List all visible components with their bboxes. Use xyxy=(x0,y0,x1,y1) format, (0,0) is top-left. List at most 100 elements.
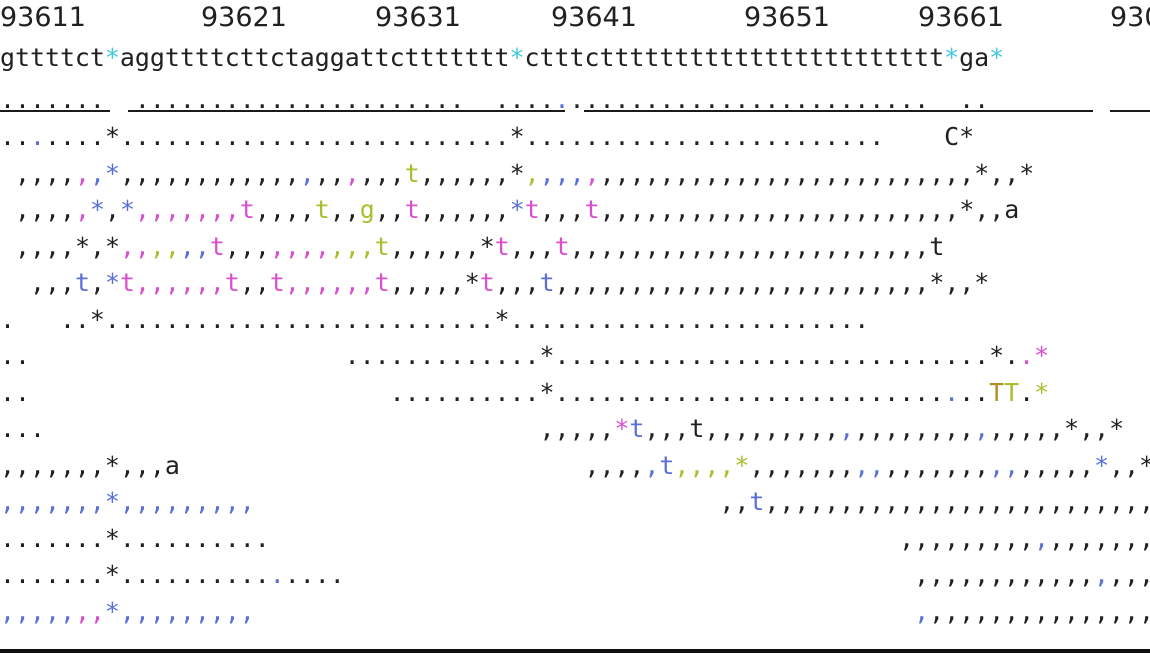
read-segment: ,,,, xyxy=(179,450,645,480)
read-segment: ,,,,,,, xyxy=(749,450,855,480)
read-segment: ,,,,,,, xyxy=(0,487,105,516)
read-segment: ........................ C xyxy=(524,122,960,151)
read-segment: t xyxy=(119,268,135,297)
read-segment: * xyxy=(1034,377,1050,407)
ruler-label: 93651 xyxy=(744,2,830,33)
read-segment: * xyxy=(614,414,630,443)
read-segment: * xyxy=(959,195,975,224)
read-segment: ,,,,,,, xyxy=(884,450,990,480)
read-segment: , xyxy=(299,158,315,188)
read-segment: ,,,,,, xyxy=(134,268,225,297)
consensus-segment: ...................... xyxy=(134,85,465,114)
read-segment: * xyxy=(104,158,120,188)
read-segment: * xyxy=(1139,451,1150,480)
read-segment: t xyxy=(314,195,330,224)
read-segment: * xyxy=(974,268,990,297)
read-row[interactable]: ,,,,,,,*,,,,,,,,, ,,t,,,,,,,,,,,,,,,,,,,… xyxy=(0,484,1150,520)
read-segment: ,,,,,, xyxy=(1109,560,1150,589)
read-segment: t xyxy=(74,268,90,297)
read-row[interactable]: ,,,,,,,*,,,a ,,,,,t,,,,*,,,,,,,,,,,,,,,,… xyxy=(0,448,1150,484)
ruler-label: 93661 xyxy=(918,2,1004,33)
read-segment: ,,,,,, xyxy=(389,231,480,261)
coverage-underline xyxy=(0,110,110,112)
read-segment: , xyxy=(1094,560,1109,589)
read-segment: * xyxy=(89,195,105,224)
read-segment: * xyxy=(479,231,495,261)
coverage-underline xyxy=(584,110,1093,112)
read-segment: .......... xyxy=(119,560,270,589)
read-row[interactable]: .......*.......... ,,,,,,,,,,,,,,,,,,,,*… xyxy=(0,521,1150,557)
read-segment: ,,,,,,, xyxy=(0,450,105,480)
read-segment: ,,,,, xyxy=(989,414,1065,443)
read-segment: .......... xyxy=(149,377,540,407)
read-segment: * xyxy=(929,268,945,297)
ruler-label: 930 xyxy=(1110,2,1150,33)
read-segment: t xyxy=(659,450,675,480)
read-row[interactable]: ... ,,,,,*t,,,t,,,,,,,,,,,,,,,,,,,,,,,,*… xyxy=(0,411,1124,447)
read-segment: ,,,, xyxy=(269,231,330,261)
read-segment: ,,,,,,,,,,,, xyxy=(344,560,1094,589)
read-segment: t xyxy=(374,231,390,261)
read-segment: * xyxy=(989,341,1005,370)
read-segment: ,,,,,,,,,,,,,,,,,,,,,,,, xyxy=(569,231,930,261)
read-segment: t xyxy=(554,231,570,261)
read-segment: t xyxy=(689,414,705,443)
read-row[interactable]: ,,,,,,,*,,,,,,,,, ,,,,,,,,,,,,,,,,,,,*,,… xyxy=(0,594,1150,630)
read-segment: ,,,,,,,,,,,,,,,,,,,,,,,,, xyxy=(554,268,930,297)
read-row[interactable]: ,,,t,*t,,,,,,t,,t,,,,,,t,,,,,*t,,,t,,,,,… xyxy=(0,265,989,301)
read-segment: .......... xyxy=(119,523,270,553)
read-row[interactable]: .......*............... ,,,,,,,,,,,,,,,,… xyxy=(0,557,1150,593)
read-segment: t xyxy=(539,268,555,297)
read-segment: ,,,, xyxy=(0,195,75,224)
read-segment: . xyxy=(29,122,45,151)
read-segment: , xyxy=(104,195,120,224)
read-row[interactable]: ,,,,,,*,,,,,,,,,,,,,,,,,,,t,,,,,,*,,,,,,… xyxy=(0,156,1034,192)
read-segment: .. xyxy=(959,377,990,407)
read-segment: ,,,,,,,,, xyxy=(269,523,1035,553)
read-segment: * xyxy=(104,487,120,516)
read-segment: ,,,,,,, xyxy=(134,195,240,224)
read-segment: ............................. xyxy=(554,341,990,370)
read-row[interactable]: ,,,,*,*,,,,,,t,,,,,,,,,,t,,,,,,*t,,,t,,,… xyxy=(0,229,944,265)
read-row[interactable]: .. .............*.......................… xyxy=(0,338,1049,374)
read-segment: ,,,,, xyxy=(1019,450,1095,480)
read-segment: ,,,,,, xyxy=(284,268,375,297)
read-segment: ... xyxy=(0,414,45,443)
read-segment: * xyxy=(104,523,120,553)
read-segment: , xyxy=(974,414,990,443)
read-segment: .. xyxy=(0,122,30,151)
read-segment: .... xyxy=(44,122,105,151)
read-segment: ,, xyxy=(989,450,1020,480)
read-segment: ,,,, xyxy=(254,195,315,224)
read-segment: ,, xyxy=(1109,450,1140,480)
read-segment: . xyxy=(1019,377,1035,407)
read-row[interactable]: .......*..........................*.....… xyxy=(0,119,974,155)
read-row[interactable]: .. ..........*..........................… xyxy=(0,375,1049,411)
read-segment: t xyxy=(629,414,645,443)
read-segment: t xyxy=(584,195,600,224)
read-row[interactable]: . ..*..........................*........… xyxy=(0,302,869,338)
read-segment: , xyxy=(89,158,105,188)
read-segment: ........................ xyxy=(509,304,870,334)
read-segment: ,, xyxy=(854,450,885,480)
read-segment: ,,,, xyxy=(0,158,75,188)
read-segment: ,, xyxy=(179,231,210,261)
read-segment: * xyxy=(104,122,120,151)
reference-sequence[interactable]: gttttct*aggttttcttctaggattcttttttt*ctttc… xyxy=(0,40,1004,76)
read-segment: t xyxy=(404,158,420,188)
read-segment: .. xyxy=(0,377,150,407)
read-segment: ,,, xyxy=(224,231,270,261)
read-segment: t xyxy=(404,195,420,224)
read-segment: * xyxy=(509,122,525,151)
read-segment: * xyxy=(104,268,120,297)
read-row[interactable]: ,,,,,*,*,,,,,,,t,,,,t,,g,,t,,,,,,*t,,,t,… xyxy=(0,192,1019,228)
read-segment: ,, xyxy=(1079,414,1110,443)
read-segment: ,,,,,,,,,,,,,,,,,,,,,,,, xyxy=(599,195,960,224)
read-segment: ,, xyxy=(944,268,975,297)
consensus-segment: .... xyxy=(494,85,555,114)
read-segment: , xyxy=(584,158,600,188)
read-segment: ,, xyxy=(254,487,750,516)
read-segment xyxy=(255,597,914,626)
read-segment: g xyxy=(359,195,375,224)
